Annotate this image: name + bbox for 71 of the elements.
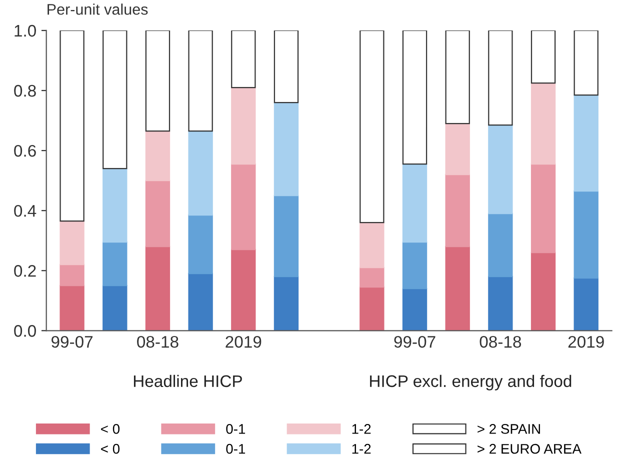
bar — [360, 267, 384, 288]
x-tick-label: 2019 — [568, 336, 604, 348]
legend-label: 0-1 — [226, 444, 246, 454]
bar — [402, 164, 428, 243]
bar — [360, 286, 384, 331]
bar — [402, 288, 428, 331]
bar — [445, 30, 470, 124]
bar — [188, 214, 213, 274]
x-tick-label: 99-07 — [394, 336, 436, 348]
legend-label: 0-1 — [226, 424, 246, 434]
bar — [360, 30, 384, 224]
bar — [574, 190, 598, 279]
bar — [274, 102, 299, 196]
bar — [530, 82, 556, 165]
bar — [488, 213, 513, 278]
bar — [445, 174, 470, 248]
bar — [274, 276, 299, 331]
bar — [574, 94, 598, 192]
bar — [231, 30, 256, 88]
bar — [231, 164, 256, 250]
bar — [445, 246, 470, 331]
x-tick-label: 99-07 — [52, 336, 93, 348]
bar — [488, 30, 513, 126]
y-tick-label: 0.8 — [14, 84, 36, 97]
bar — [60, 264, 84, 286]
text: HICP excl. energy and food — [370, 374, 572, 390]
bar — [488, 276, 513, 331]
y-tick-label: 0.4 — [14, 204, 36, 217]
bar — [102, 168, 128, 243]
bar — [60, 30, 84, 222]
text: Headline HICP — [134, 374, 242, 388]
bar — [102, 242, 128, 286]
bar — [530, 164, 556, 254]
bar — [231, 249, 256, 331]
bar — [102, 30, 128, 170]
bar — [145, 30, 170, 132]
bar — [145, 130, 170, 182]
y-tick-label: 0.0 — [14, 325, 36, 337]
bar — [60, 220, 84, 266]
legend-label: 1-2 — [352, 444, 371, 454]
bar — [360, 222, 384, 268]
y-tick-label: 1.0 — [14, 24, 36, 37]
legend-label: 1-2 — [352, 424, 371, 434]
bar — [188, 30, 213, 132]
bar — [145, 246, 170, 331]
bar — [530, 30, 556, 84]
y-axis-title: Per-unit values — [48, 4, 148, 15]
bar — [188, 273, 213, 331]
bar — [574, 278, 598, 331]
bar — [488, 124, 513, 214]
bar — [574, 30, 598, 96]
legend-label: < 0 — [101, 424, 120, 434]
x-tick-label: 08-18 — [137, 336, 178, 348]
bar — [60, 285, 84, 331]
x-tick-label: 2019 — [226, 336, 262, 348]
legend-label: > 2 EURO AREA — [478, 444, 582, 454]
y-tick-label: 0.2 — [14, 265, 36, 277]
y-tick-label: 0.6 — [14, 144, 36, 157]
bar — [231, 86, 256, 165]
legend-label: > 2 SPAIN — [478, 424, 540, 434]
bar — [445, 122, 470, 176]
bar — [402, 30, 428, 165]
bar — [188, 130, 213, 216]
bar — [402, 242, 428, 290]
bar — [530, 252, 556, 331]
legend-label: < 0 — [101, 444, 120, 454]
bar — [145, 180, 170, 248]
bar — [274, 195, 299, 278]
bar — [102, 285, 128, 331]
bar — [274, 30, 299, 104]
x-tick-label: 08-18 — [480, 336, 522, 348]
